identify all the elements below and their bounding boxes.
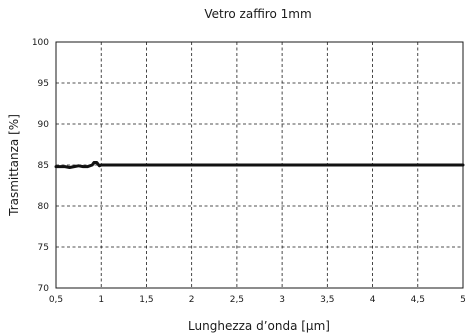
x-axis-label: Lunghezza d’onda [µm] <box>188 319 330 333</box>
x-tick-label: 4,5 <box>411 295 425 305</box>
x-tick-label: 1 <box>98 295 104 305</box>
y-tick-label: 75 <box>38 243 49 253</box>
x-tick-label: 0,5 <box>49 295 63 305</box>
chart-title: Vetro zaffiro 1mm <box>204 7 311 21</box>
series-layer <box>54 161 465 169</box>
y-tick-label: 95 <box>38 79 49 89</box>
y-tick-label: 90 <box>38 120 50 130</box>
y-tick-label: 85 <box>38 161 49 171</box>
y-tick-label: 80 <box>38 202 50 212</box>
transmittance-line <box>54 161 465 169</box>
x-tick-label: 2,5 <box>230 295 244 305</box>
y-tick-label: 70 <box>38 284 50 294</box>
y-tick-labels: 70 75 80 85 90 95 100 <box>32 38 49 294</box>
x-tick-label: 4 <box>370 295 376 305</box>
x-tick-label: 1,5 <box>139 295 153 305</box>
x-tick-label: 3,5 <box>320 295 334 305</box>
x-tick-labels: 0,5 1 1,5 2 2,5 3 3,5 4 4,5 5 <box>49 295 466 305</box>
x-tick-label: 5 <box>460 295 466 305</box>
x-tick-label: 2 <box>189 295 195 305</box>
x-tick-label: 3 <box>279 295 285 305</box>
y-axis-label: Trasmittanza [%] <box>7 114 21 217</box>
y-tick-label: 100 <box>32 38 49 48</box>
